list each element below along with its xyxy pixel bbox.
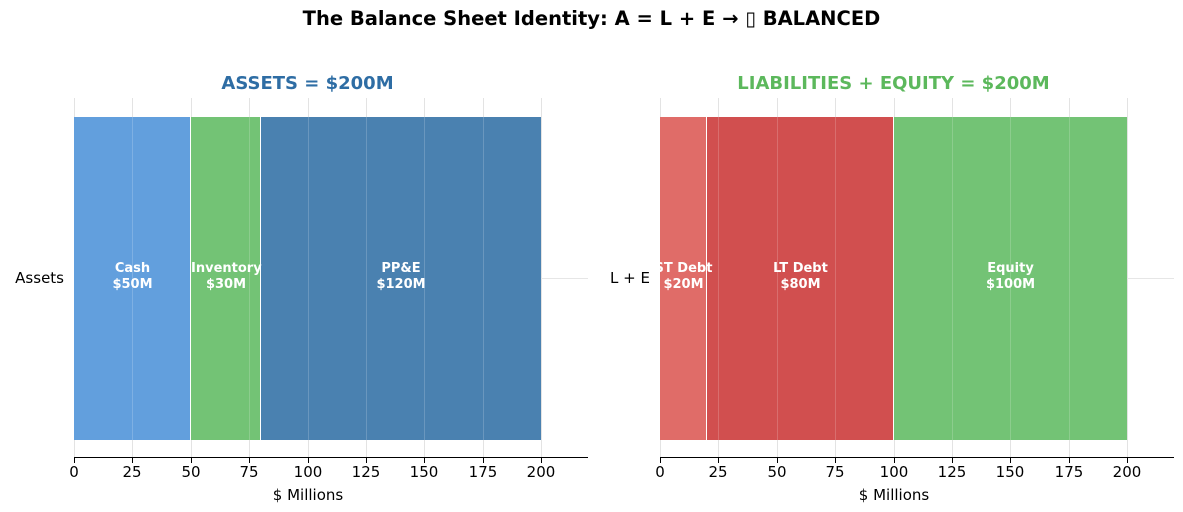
bar-lt-debt[interactable] xyxy=(707,117,894,440)
assets-chart: ASSETS = $200M Cash $50M Inventory $30M … xyxy=(15,73,588,504)
segment-value: $100M xyxy=(985,277,1036,292)
segment-value: $20M xyxy=(663,277,704,292)
tick-label: 150 xyxy=(409,463,439,481)
tick-label: 0 xyxy=(655,463,665,481)
liabilities-equity-chart: LIABILITIES + EQUITY = $200M ST Debt $20… xyxy=(610,73,1174,504)
segment-value: $30M xyxy=(205,277,247,292)
tick-label: 50 xyxy=(181,463,201,481)
segment-value: $80M xyxy=(780,277,821,292)
tick-label: 150 xyxy=(995,463,1025,481)
bar-inventory[interactable] xyxy=(191,117,261,440)
segment-value: $120M xyxy=(376,277,426,292)
tick-label: 25 xyxy=(708,463,728,481)
segment-name: ST Debt xyxy=(654,261,713,276)
segment-name: PP&E xyxy=(381,261,421,276)
segment-name: Inventory xyxy=(191,261,262,276)
segment-name: LT Debt xyxy=(773,261,828,276)
label-st-debt: ST Debt $20M xyxy=(654,261,742,293)
liabilities-equity-title: LIABILITIES + EQUITY = $200M xyxy=(737,73,1050,94)
bar-cash[interactable] xyxy=(74,117,191,440)
segment-name: Equity xyxy=(987,261,1034,276)
tick-label: 100 xyxy=(879,463,909,481)
segment-value: $50M xyxy=(112,277,153,292)
tick-label: 200 xyxy=(1112,463,1142,481)
label-equity: Equity $100M xyxy=(894,261,1127,293)
tick-label: 175 xyxy=(1054,463,1084,481)
segment-name: Cash xyxy=(114,261,151,276)
tick-label: 0 xyxy=(69,463,79,481)
tick-label: 125 xyxy=(351,463,381,481)
tick-label: 175 xyxy=(468,463,498,481)
bar-st-debt[interactable] xyxy=(660,117,707,440)
label-inventory: Inventory $30M xyxy=(191,261,262,293)
y-category-label: L + E xyxy=(610,269,650,287)
tick-label: 75 xyxy=(239,463,259,481)
label-ppe: PP&E $120M xyxy=(261,261,541,293)
x-axis xyxy=(74,457,588,459)
tick-label: 200 xyxy=(526,463,556,481)
assets-title: ASSETS = $200M xyxy=(221,73,394,94)
bar-equity[interactable] xyxy=(894,117,1127,440)
tick-label: 75 xyxy=(825,463,845,481)
x-axis-label: $ Millions xyxy=(272,486,344,504)
label-cash: Cash $50M xyxy=(74,261,191,293)
figure-title: The Balance Sheet Identity: A = L + E → … xyxy=(302,7,881,30)
tick-label: 125 xyxy=(937,463,967,481)
x-axis-label: $ Millions xyxy=(858,486,930,504)
tick-label: 25 xyxy=(122,463,142,481)
tick-label: 100 xyxy=(293,463,323,481)
label-lt-debt: LT Debt $80M xyxy=(707,261,894,293)
y-category-label: Assets xyxy=(15,269,64,287)
bar-ppe[interactable] xyxy=(261,117,541,440)
x-axis xyxy=(660,457,1174,459)
tick-label: 50 xyxy=(767,463,787,481)
